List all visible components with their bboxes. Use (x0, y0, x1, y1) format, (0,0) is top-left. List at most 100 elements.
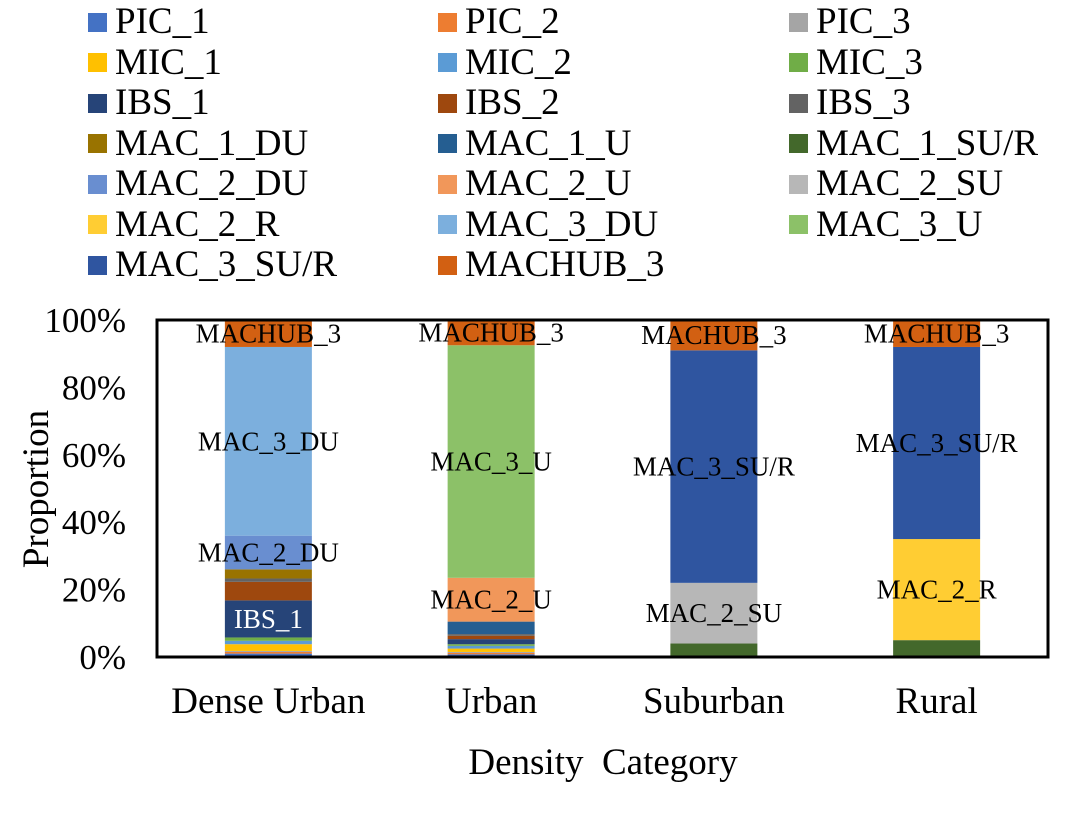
data-label-rural-mac-3-su-r: MAC_3_SU/R (856, 428, 1018, 458)
legend-label: PIC_2 (465, 1, 560, 42)
bar-segment-urban-mac-1-u (447, 621, 535, 635)
bar-segment-suburban-mac-1-su-r (670, 643, 758, 657)
legend-swatch (789, 12, 808, 32)
bar-segment-dense-urban-mic-3 (224, 637, 312, 641)
legend-label: IBS_3 (816, 82, 911, 123)
legend-label: PIC_3 (816, 1, 911, 42)
bar-segment-dense-urban-mic-2 (224, 640, 312, 645)
bar-segment-urban-mac-3-u (447, 345, 535, 578)
bar-segment-urban-machub-3 (447, 320, 535, 346)
bar-segment-dense-urban-ibs-3 (224, 578, 312, 582)
data-label-urban-machub-3: MACHUB_3 (418, 318, 564, 348)
bar-segment-rural-mac-2-r (893, 539, 981, 641)
data-label-urban-mac-3-u: MAC_3_U (430, 447, 552, 477)
y-axis-title: Proportion (16, 410, 57, 568)
data-label-dense-urban-machub-3: MACHUB_3 (196, 318, 342, 348)
data-label-urban-mac-2-u: MAC_2_U (430, 585, 552, 615)
legend-swatch (88, 215, 107, 234)
legend-swatch (88, 12, 107, 32)
legend-swatch (438, 53, 457, 72)
legend-swatch (789, 134, 808, 153)
legend-swatch (88, 174, 107, 194)
legend-swatch (789, 215, 808, 234)
legend-label: MAC_3_U (816, 203, 983, 245)
legend-item-mic-3: MIC_3 (789, 41, 923, 83)
legend-swatch (438, 134, 457, 153)
bar-segment-dense-urban-ibs-1 (224, 600, 312, 638)
legend-swatch (438, 174, 457, 194)
bar-segment-urban-mic-2 (447, 645, 535, 649)
y-tick-label: 80% (62, 368, 126, 407)
legend-swatch (88, 255, 107, 275)
legend-label: IBS_2 (465, 82, 560, 123)
legend-item-pic-2: PIC_2 (438, 2, 560, 42)
x-tick-label-rural: Rural (896, 681, 978, 722)
legend-swatch (88, 53, 107, 72)
bar-segment-urban-mic-1 (447, 648, 535, 652)
legend-item-mac-1-du: MAC_1_DU (88, 122, 309, 164)
x-tick-label-suburban: Suburban (643, 681, 785, 722)
data-label-dense-urban-ibs-1: IBS_1 (234, 604, 303, 634)
bar-segment-dense-urban-mic-1 (224, 644, 312, 651)
legend-label: MAC_1_DU (115, 122, 309, 164)
legend-label: MIC_2 (465, 41, 572, 83)
legend-label: MIC_3 (816, 41, 923, 83)
bar-segment-urban-mic-3 (447, 644, 535, 646)
legend-swatch (88, 134, 107, 153)
legend-item-mac-2-r: MAC_2_R (88, 204, 279, 245)
legend-swatch (789, 93, 808, 113)
bar-segment-dense-urban-ibs-2 (224, 581, 312, 601)
legend-label: MAC_3_DU (465, 203, 659, 245)
legend-item-mac-2-su: MAC_2_SU (789, 164, 1003, 204)
legend-item-pic-1: PIC_1 (88, 2, 210, 42)
legend-swatch (438, 255, 457, 275)
legend-swatch (438, 12, 457, 32)
legend-item-ibs-1: IBS_1 (88, 83, 210, 123)
legend-swatch (438, 93, 457, 113)
legend-item-mac-1-su-r: MAC_1_SU/R (789, 122, 1039, 164)
legend-item-pic-3: PIC_3 (789, 2, 911, 42)
bar-segment-rural-machub-3 (893, 320, 981, 347)
bar-segment-suburban-mac-2-su (670, 582, 758, 644)
legend-label: MAC_1_U (465, 122, 632, 164)
x-tick-label-dense-urban: Dense Urban (171, 681, 365, 722)
legend-swatch (789, 53, 808, 72)
bar-segment-urban-ibs-1 (447, 639, 535, 645)
data-label-rural-machub-3: MACHUB_3 (864, 318, 1010, 348)
bar-segment-rural-mac-1-su-r (893, 640, 981, 657)
bar-segment-dense-urban-mac-3-du (224, 346, 312, 536)
bar-segment-urban-mac-2-u (447, 577, 535, 622)
bar-segment-dense-urban-pic-3 (224, 650, 312, 652)
bar-segment-urban-pic-2 (447, 652, 535, 655)
legend-label: MIC_1 (115, 41, 222, 83)
data-label-dense-urban-mac-2-du: MAC_2_DU (198, 538, 339, 568)
y-tick-label: 20% (62, 571, 126, 610)
legend-item-mac-2-du: MAC_2_DU (88, 164, 308, 204)
legend-item-mac-3-u: MAC_3_U (789, 203, 983, 245)
legend-item-mac-3-su-r: MAC_3_SU/R (88, 245, 337, 285)
chart-legend: PIC_1 PIC_2 PIC_3 MIC_1 MIC_2 MIC_3 IBS_1 IBS_2… (0, 0, 1086, 285)
y-tick-label: 60% (62, 436, 126, 475)
bar-segment-urban-ibs-2 (447, 635, 535, 640)
legend-label: MAC_3_SU/R (115, 244, 338, 285)
legend-label: MAC_2_SU (816, 163, 1004, 204)
data-label-suburban-mac-2-su: MAC_2_SU (646, 598, 783, 628)
data-label-dense-urban-mac-3-du: MAC_3_DU (198, 426, 339, 456)
legend-item-mac-1-u: MAC_1_U (438, 122, 632, 164)
legend-item-ibs-2: IBS_2 (438, 83, 560, 123)
y-tick-label: 0% (79, 638, 126, 677)
legend-label: MAC_2_U (465, 163, 632, 204)
legend-label: MACHUB_3 (465, 244, 665, 285)
legend-label: IBS_1 (115, 82, 210, 123)
y-tick-label: 40% (62, 503, 126, 542)
y-tick-label: 100% (44, 301, 126, 340)
bar-segment-urban-pic-3 (447, 651, 535, 653)
legend-label: MAC_2_DU (115, 163, 309, 204)
bar-segment-dense-urban-pic-1 (224, 653, 312, 657)
bar-segment-dense-urban-pic-2 (224, 651, 312, 654)
legend-item-ibs-3: IBS_3 (789, 83, 911, 123)
bar-segment-rural-mac-3-su-r (893, 346, 981, 540)
legend-swatch (789, 174, 808, 194)
data-label-suburban-machub-3: MACHUB_3 (641, 320, 787, 350)
legend-label: MAC_1_SU/R (816, 122, 1039, 164)
